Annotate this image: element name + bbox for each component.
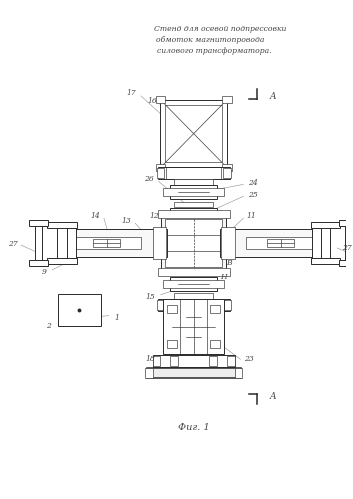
Text: 11: 11 [246,212,256,220]
Bar [157,168,230,180]
Bar [311,222,340,228]
Bar [163,211,224,219]
Text: H: H [220,273,226,281]
Bar [57,225,67,261]
Text: 27: 27 [342,244,352,252]
Bar [163,188,224,196]
Text: 23: 23 [244,355,254,363]
Text: 16: 16 [148,97,157,105]
Bar [170,185,217,199]
Bar [223,300,231,310]
Text: 27: 27 [8,240,18,248]
Bar [339,220,353,226]
Bar [70,229,167,257]
Bar [209,356,217,366]
Text: 14: 14 [90,212,100,220]
Bar [165,219,222,267]
Bar [153,355,235,367]
Bar [73,237,141,249]
Bar [161,100,227,168]
Text: 9: 9 [42,268,47,276]
Text: 12: 12 [150,212,160,220]
Bar [153,227,166,259]
Bar [60,228,76,258]
Text: 2: 2 [46,321,51,329]
Text: обмоток магнитопровода: обмоток магнитопровода [156,36,264,44]
Bar [157,169,164,179]
Bar [220,229,318,257]
Bar [47,222,77,228]
Text: силового трансформатора.: силового трансформатора. [157,47,271,55]
Text: 24: 24 [249,179,258,187]
Text: 15: 15 [146,293,156,301]
Bar [222,164,232,171]
Bar [170,208,217,222]
Bar [93,239,120,247]
Bar [165,105,222,163]
Bar [29,260,48,266]
Bar [167,305,177,313]
Bar [167,340,177,348]
Text: Фиг. 1: Фиг. 1 [178,423,210,432]
Bar [161,214,226,272]
Bar [163,280,224,288]
Bar [170,356,178,366]
Bar [221,227,235,259]
Text: 17: 17 [126,89,136,97]
Text: 13: 13 [121,217,131,225]
Bar [153,356,161,366]
Text: 25: 25 [249,191,258,199]
Bar [157,299,230,311]
Bar [156,96,165,103]
Text: 18: 18 [146,355,156,363]
Bar [235,368,243,378]
Text: Стенд для осевой подпрессовки: Стенд для осевой подпрессовки [154,25,286,33]
Bar [163,299,224,354]
Bar [321,225,330,261]
Bar [223,169,231,179]
Text: A: A [269,392,276,401]
Text: A: A [269,92,276,101]
Bar [227,356,235,366]
Bar [156,164,165,171]
Bar [345,225,353,261]
Bar [147,368,240,378]
Text: 1: 1 [114,313,119,322]
Bar [246,237,315,249]
Bar [174,293,213,299]
Bar [29,220,48,226]
Bar [311,258,340,264]
Bar [174,180,213,185]
Bar [174,202,213,207]
Bar [222,96,232,103]
Text: 26: 26 [144,175,154,184]
Bar [339,260,353,266]
Text: B: B [226,259,232,267]
Bar [210,340,220,348]
Bar [157,210,230,218]
Bar [267,239,294,247]
Bar [170,277,217,291]
Bar [47,258,77,264]
Bar [312,228,328,258]
Bar [157,300,164,310]
Bar [210,305,220,313]
Bar [145,368,153,378]
Bar [157,268,230,276]
Bar [35,225,42,261]
Bar [58,294,101,325]
